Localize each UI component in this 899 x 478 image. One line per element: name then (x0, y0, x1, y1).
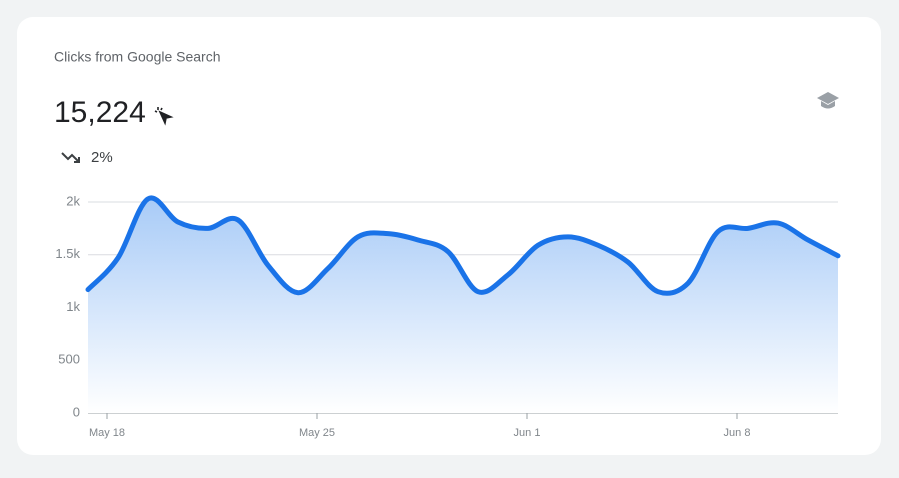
y-tick-label: 1k (66, 299, 80, 314)
y-tick-label: 1.5k (55, 246, 80, 261)
card-title: Clicks from Google Search (54, 49, 221, 65)
line (85, 195, 841, 296)
y-tick-label: 0 (73, 404, 80, 419)
x-tick-label: May 25 (299, 427, 335, 439)
y-tick-label: 500 (58, 352, 80, 367)
y-tick-label: 2k (66, 193, 80, 208)
total-value: 15,224 (54, 96, 146, 129)
learn-icon[interactable] (817, 92, 839, 109)
cursor-icon (154, 107, 174, 126)
x-tick-label: Jun 1 (514, 427, 541, 439)
x-tick-label: Jun 8 (724, 427, 751, 439)
x-tick-label: May 18 (89, 427, 125, 439)
area-fill (88, 197, 838, 413)
trend-down-icon (61, 152, 80, 163)
change-value: 2% (91, 149, 113, 166)
